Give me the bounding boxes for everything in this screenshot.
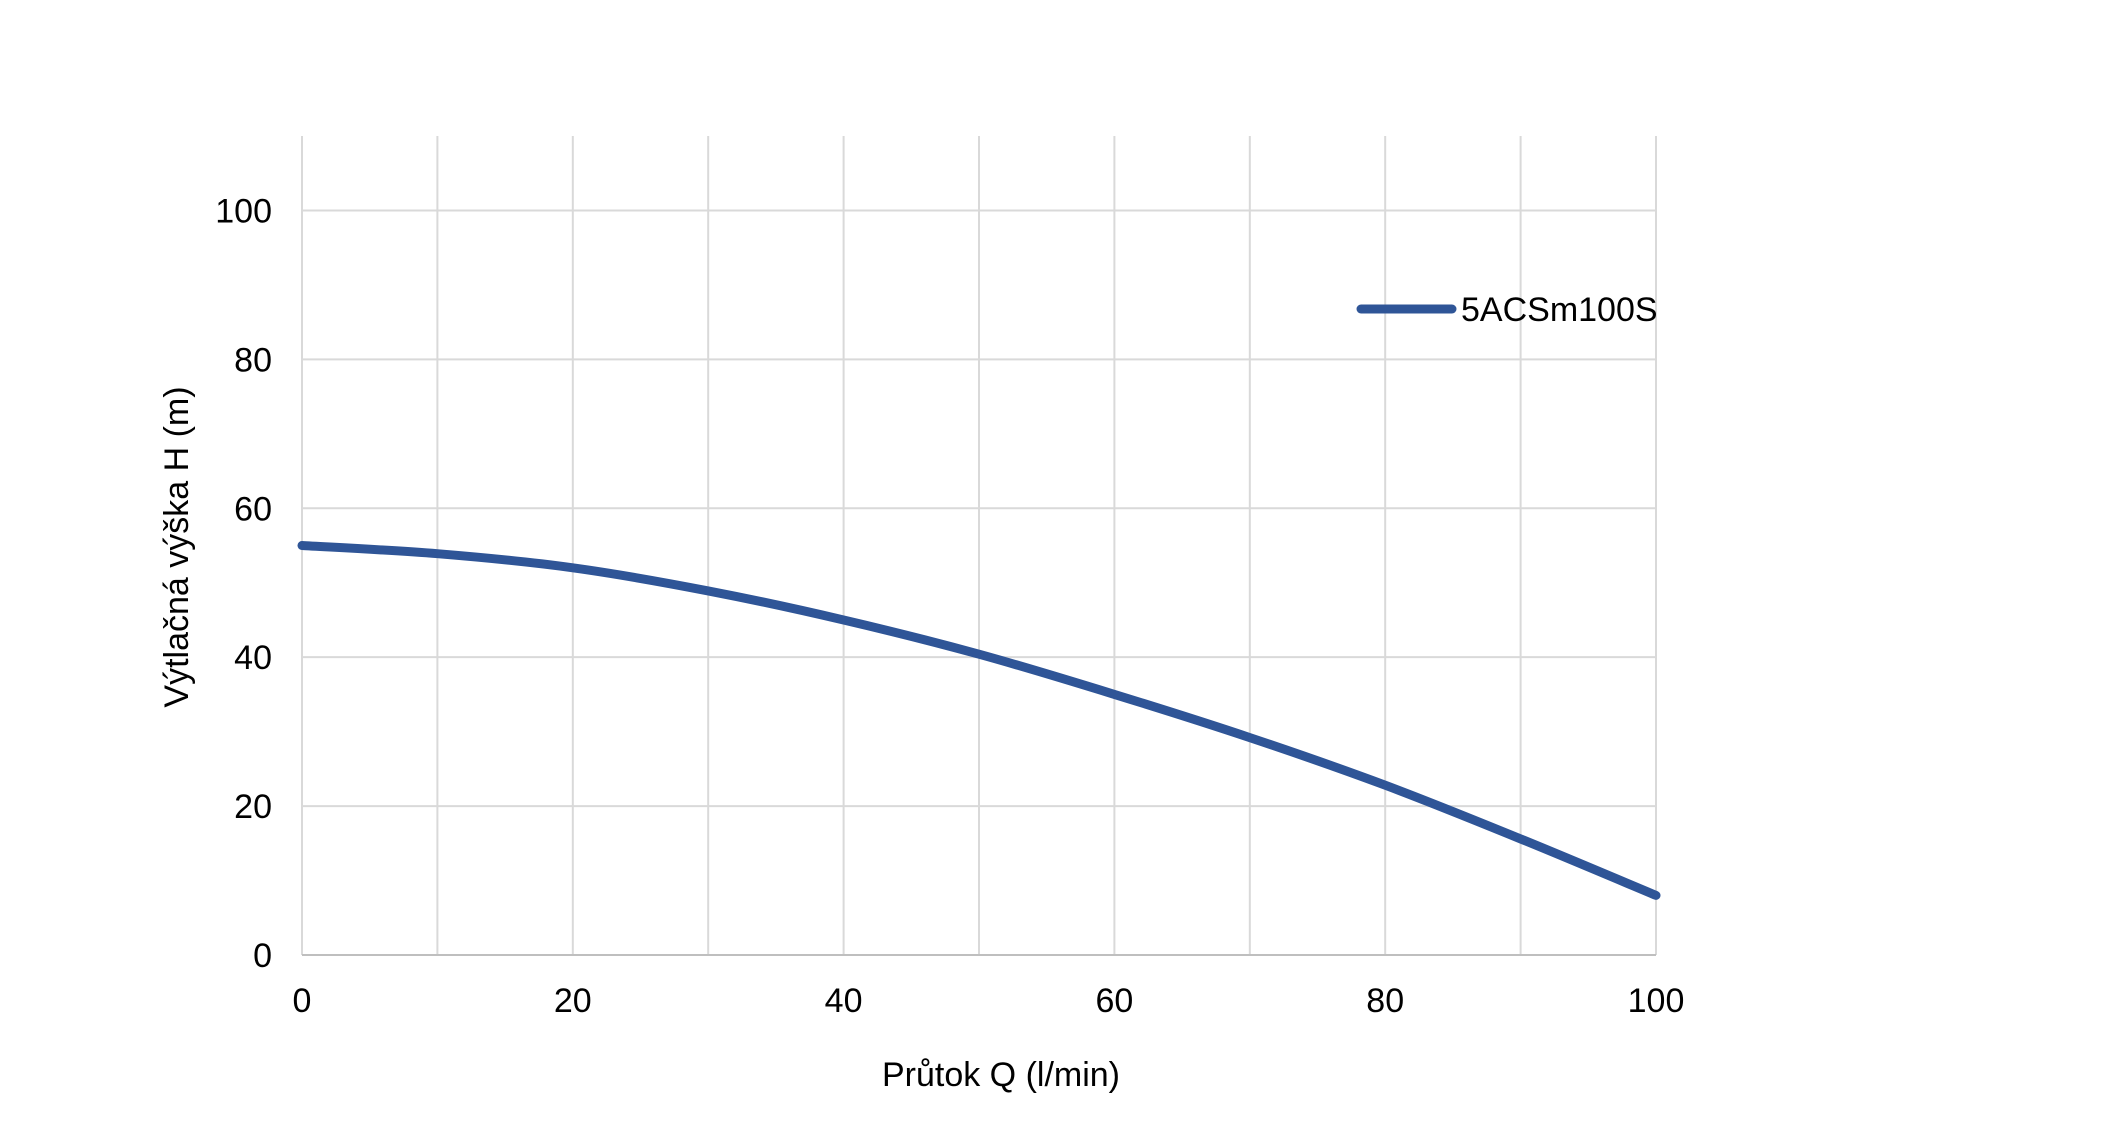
x-tick-label: 20: [554, 982, 592, 1020]
series: [297, 541, 1661, 900]
legend: 5ACSm100S: [1356, 291, 1658, 329]
series-line: [297, 541, 1661, 900]
y-tick-label: 40: [234, 639, 272, 677]
x-axis-title: Průtok Q (l/min): [882, 1056, 1120, 1094]
y-tick-label: 20: [234, 788, 272, 826]
grid: [302, 136, 1657, 955]
tick-labels: 0 20 40 60 80 100 0 20 40 60 80 100: [215, 192, 1684, 1020]
y-axis-title: Výtlačná výška H (m): [158, 386, 196, 707]
y-tick-label: 80: [234, 341, 272, 379]
x-tick-label: 100: [1628, 982, 1685, 1020]
x-tick-label: 80: [1366, 982, 1404, 1020]
legend-label: 5ACSm100S: [1461, 291, 1658, 329]
y-tick-label: 100: [215, 192, 272, 230]
y-tick-label: 0: [253, 937, 272, 975]
x-tick-label: 40: [825, 982, 863, 1020]
x-tick-label: 0: [293, 982, 312, 1020]
x-tick-label: 60: [1095, 982, 1133, 1020]
y-tick-label: 60: [234, 490, 272, 528]
